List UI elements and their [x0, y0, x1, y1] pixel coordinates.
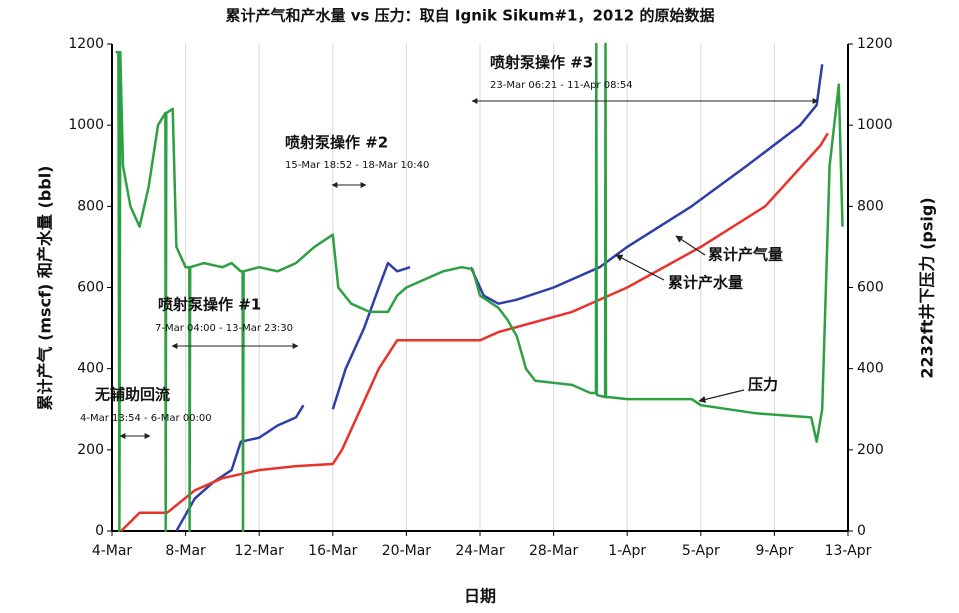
series-label: 累计产气量	[708, 246, 783, 264]
x-tick-label: 24-Mar	[455, 543, 505, 559]
y-axis-label: 累计产气 (mscf) 和产水量 (bbl)	[36, 166, 55, 411]
x-tick-label: 1-Apr	[608, 543, 646, 559]
x-tick-label: 8-Mar	[165, 543, 206, 559]
annotation-range: 4-Mar 13:54 - 6-Mar 00:00	[80, 413, 212, 424]
y2-tick-label: 600	[857, 280, 884, 296]
series-line	[175, 64, 824, 532]
annotation-range: 7-Mar 04:00 - 13-Mar 23:30	[155, 323, 293, 334]
x-tick-label: 13-Apr	[825, 543, 872, 559]
y-tick-label: 600	[77, 280, 104, 296]
y-tick-label: 400	[77, 361, 104, 377]
x-tick-label: 5-Apr	[682, 543, 720, 559]
x-tick-label: 16-Mar	[308, 543, 358, 559]
y-tick-label: 800	[77, 198, 104, 214]
series-label-arrow	[675, 235, 706, 256]
chart-title: 累计产气和产水量 vs 压力：取自 Ignik Sikum#1，2012 的原始…	[226, 7, 715, 25]
x-tick-label: 4-Mar	[92, 543, 133, 559]
annotation-range: 15-Mar 18:52 - 18-Mar 10:40	[285, 160, 429, 171]
x-axis-label: 日期	[464, 587, 496, 606]
y-tick-label: 1200	[68, 36, 104, 52]
series-line	[120, 132, 829, 532]
series-label: 累计产水量	[668, 274, 743, 292]
y-tick-label: 1000	[68, 117, 104, 133]
y2-tick-label: 1200	[857, 36, 893, 52]
series-label: 压力	[748, 376, 778, 394]
y2-tick-label: 400	[857, 361, 884, 377]
annotation-label: 无辅助回流	[94, 386, 170, 404]
y2-tick-label: 800	[857, 198, 884, 214]
x-tick-label: 20-Mar	[382, 543, 432, 559]
annotation-label: 喷射泵操作 #3	[490, 54, 593, 72]
series-line	[115, 42, 844, 533]
series-label-arrow	[698, 389, 745, 403]
series-label-arrow	[615, 254, 665, 281]
y2-tick-label: 200	[857, 442, 884, 458]
y2-tick-label: 0	[857, 523, 866, 539]
annotation-label: 喷射泵操作 #1	[158, 296, 261, 314]
y2-tick-label: 1000	[857, 117, 893, 133]
x-tick-label: 28-Mar	[529, 543, 579, 559]
y-tick-label: 200	[77, 442, 104, 458]
y2-axis-label: 2232ft井下压力 (psig)	[918, 197, 937, 378]
x-tick-label: 12-Mar	[235, 543, 285, 559]
annotation-range: 23-Mar 06:21 - 11-Apr 08:54	[490, 80, 633, 91]
x-tick-label: 9-Apr	[755, 543, 793, 559]
y-tick-label: 0	[95, 523, 104, 539]
annotation-label: 喷射泵操作 #2	[285, 134, 388, 152]
